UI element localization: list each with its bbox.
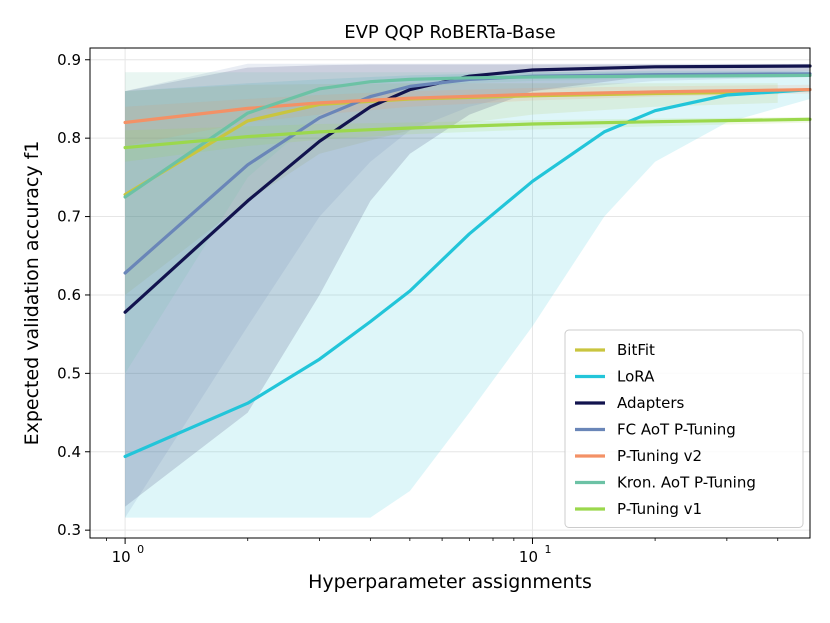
legend-label: Kron. AoT P-Tuning [617,474,756,492]
x-tick-exponent: 1 [544,543,551,556]
series-line-adapters [123,64,812,314]
series-line-p-tuning-v2 [123,87,812,125]
series-lines [123,64,812,459]
legend-label: LoRA [617,368,655,386]
plot-frame [89,47,811,539]
chart-title: EVP QQP RoBERTa-Base [344,22,556,43]
confidence-bands [125,63,811,518]
band-p-tuning-v1 [125,117,811,162]
band-p-tuning-v2 [125,84,811,146]
legend-label: P-Tuning v2 [617,447,702,465]
y-tick-label: 0.3 [57,521,81,539]
x-tick-label: 10 [112,548,131,566]
series-line-p-tuning-v1 [123,117,812,150]
band-lora [125,70,811,518]
legend-label: P-Tuning v1 [617,500,702,518]
legend-label: Adapters [617,394,685,412]
series-line-lora [123,87,812,459]
y-axis-label: Expected validation accuracy f1 [21,141,43,446]
y-tick-label: 0.7 [57,208,81,226]
y-tick-label: 0.9 [57,51,81,69]
band-kron-aot-p-tuning [125,72,811,374]
y-tick-label: 0.8 [57,129,81,147]
band-adapters [125,64,811,507]
band-fc-aot-p-tuning [125,63,811,518]
x-axis-label: Hyperparameter assignments [308,571,592,593]
y-tick-label: 0.5 [57,364,81,382]
legend-label: BitFit [617,341,655,359]
legend-box [564,329,804,528]
axis-ticks: 0.3 0.4 0.5 0.6 0.7 0.8 0.9 10 0 10 1 [57,51,779,566]
y-tick-label: 0.6 [57,286,81,304]
legend-label: FC AoT P-Tuning [617,421,736,439]
series-line-kron-aot-p-tuning [123,73,812,199]
band-bitfit [125,83,778,295]
x-tick-exponent: 0 [137,543,144,556]
legend: BitFit LoRA Adapters FC AoT P-Tuning P-Tunin… [564,329,804,528]
y-tick-label: 0.4 [57,443,81,461]
x-tick-label: 10 [519,548,538,566]
